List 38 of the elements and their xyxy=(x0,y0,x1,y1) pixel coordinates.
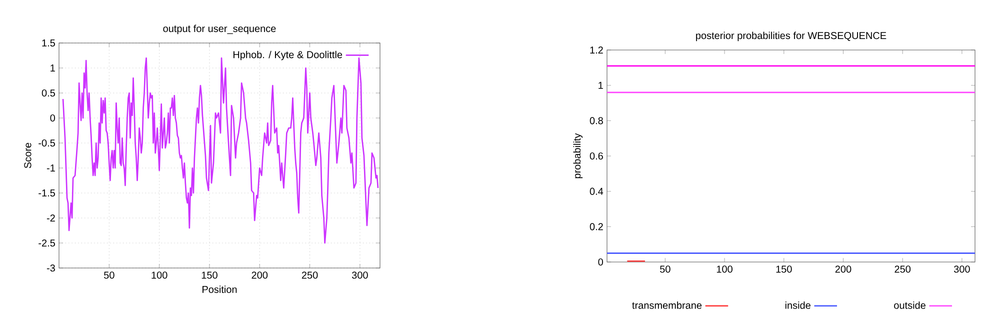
y-tick-label: -1.5 xyxy=(38,190,55,196)
x-tick-label: 300 xyxy=(954,266,970,273)
y-tick-label: -1 xyxy=(46,164,55,172)
y-tick-label: 1 xyxy=(598,82,603,89)
x-tick-label: 50 xyxy=(660,266,670,273)
chart-title: output for user_sequence xyxy=(163,24,276,34)
y-tick-label: 1.5 xyxy=(42,40,55,46)
y-tick-label: 0 xyxy=(598,258,604,266)
y-tick-label: 1.2 xyxy=(590,46,603,54)
x-tick-label: 100 xyxy=(716,266,732,273)
x-tick-label: 300 xyxy=(352,272,368,279)
y-tick-label: 0.8 xyxy=(590,117,603,124)
legend-label: inside xyxy=(785,302,810,309)
x-tick-label: 200 xyxy=(252,272,268,279)
y-tick-label: 0.6 xyxy=(590,152,603,160)
chart-title: posterior probabilities for WEBSEQUENCE xyxy=(696,32,886,42)
x-tick-label: 250 xyxy=(894,266,911,273)
legend-label: Hphob. / Kyte & Doolittle xyxy=(233,50,342,60)
x-tick-label: 100 xyxy=(152,272,168,279)
y-axis-title: probability xyxy=(573,133,583,178)
y-axis-title: Score xyxy=(24,142,32,168)
x-tick-label: 250 xyxy=(302,272,318,279)
x-tick-label: 150 xyxy=(776,266,792,273)
y-tick-label: 1 xyxy=(50,64,55,72)
y-tick-label: -2.5 xyxy=(38,239,55,247)
y-tick-label: -3 xyxy=(46,264,55,272)
y-tick-label: 0.4 xyxy=(590,188,604,195)
y-tick-label: -2 xyxy=(46,214,55,222)
legend-label: transmembrane xyxy=(632,302,702,309)
legend-label: outside xyxy=(894,302,926,309)
x-tick-label: 50 xyxy=(104,272,114,279)
y-tick-label: 0.5 xyxy=(42,89,55,97)
x-tick-label: 150 xyxy=(202,272,218,279)
y-tick-label: 0.2 xyxy=(590,223,603,230)
x-axis-title: Position xyxy=(202,286,237,293)
y-tick-label: -0.5 xyxy=(38,139,55,147)
y-tick-label: 0 xyxy=(50,114,56,122)
x-tick-label: 200 xyxy=(835,266,852,273)
